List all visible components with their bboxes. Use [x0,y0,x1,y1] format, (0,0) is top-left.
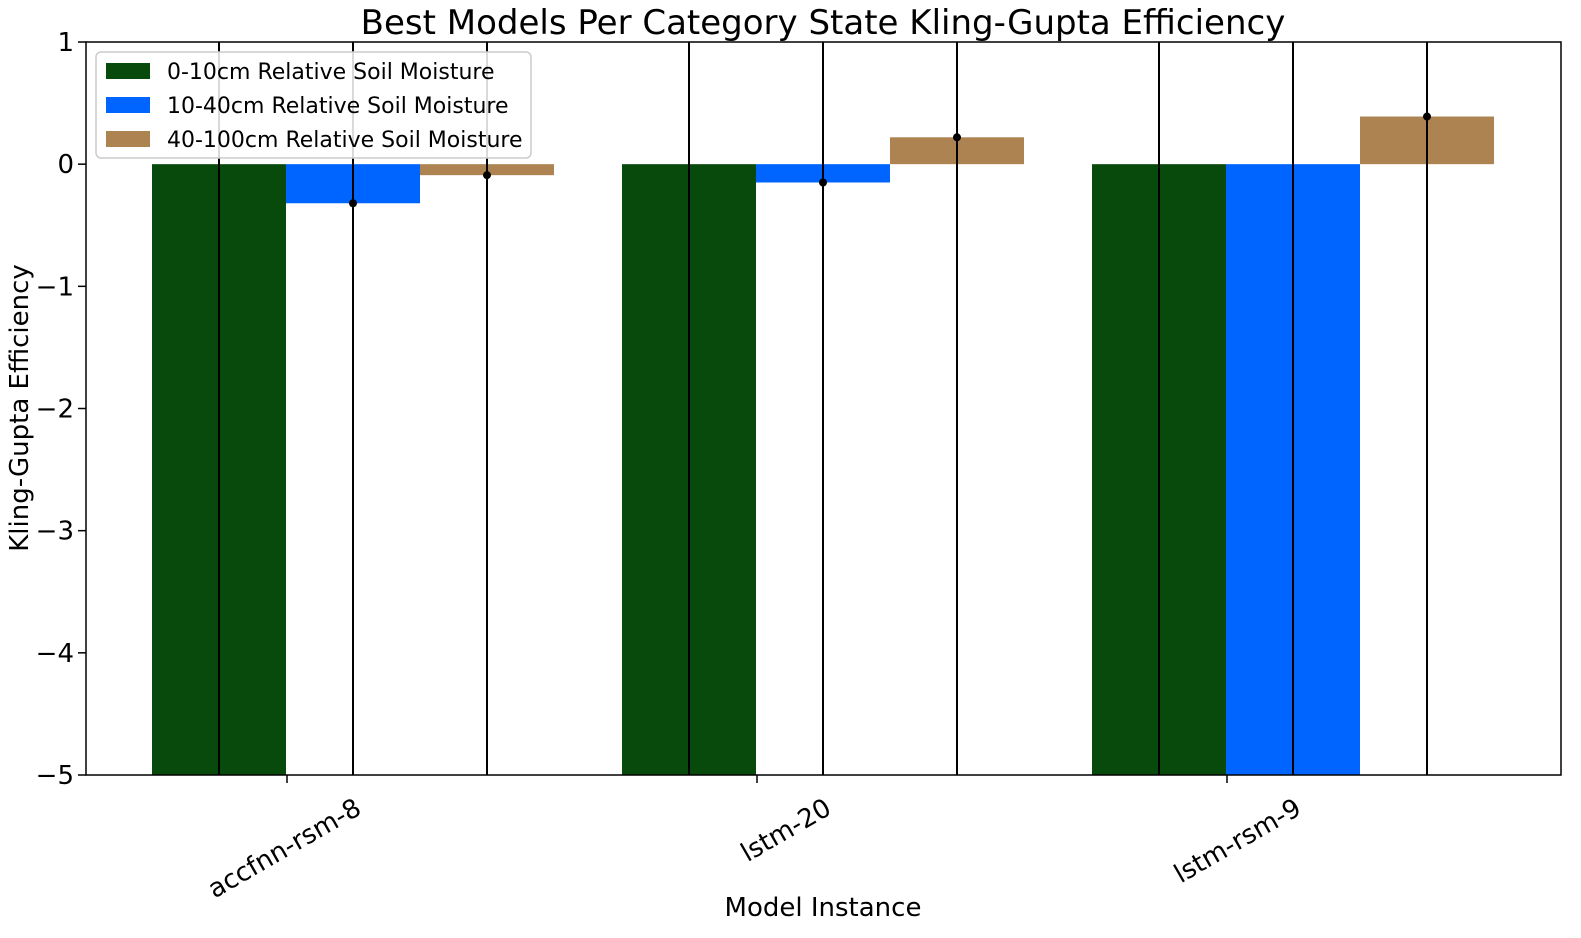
y-tick-label: −2 [36,395,74,425]
x-tick-label: accfnn-rsm-8 [203,793,367,905]
y-tick-label: −3 [36,517,74,547]
plot-area [152,42,1494,775]
legend-swatch [106,131,150,147]
legend-entry: 10-40cm Relative Soil Moisture [167,94,508,119]
legend-swatch [106,63,150,79]
mean-marker [953,133,961,142]
y-tick-label: −4 [36,639,74,669]
legend-entry: 40-100cm Relative Soil Moisture [167,128,522,153]
chart-title: Best Models Per Category State Kling-Gup… [361,3,1286,43]
mean-marker [483,171,491,180]
mean-marker [1423,112,1431,121]
legend-box [95,51,532,159]
legend: 0-10cm Relative Soil Moisture 10-40cm Rel… [95,51,532,159]
y-tick-label: 0 [57,150,74,180]
y-tick-label: −1 [36,272,74,302]
legend-swatch [106,97,150,113]
x-axis-label: Model Instance [725,893,922,923]
y-tick-label: −5 [36,761,74,791]
y-tick-label: 1 [57,28,74,58]
mean-marker [349,199,357,208]
y-axis-label: Kling-Gupta Efficiency [5,264,35,552]
legend-entry: 0-10cm Relative Soil Moisture [167,60,495,85]
x-tick-label: lstm-20 [736,793,837,868]
mean-marker [819,178,827,187]
x-tick-label: lstm-rsm-9 [1169,793,1306,890]
